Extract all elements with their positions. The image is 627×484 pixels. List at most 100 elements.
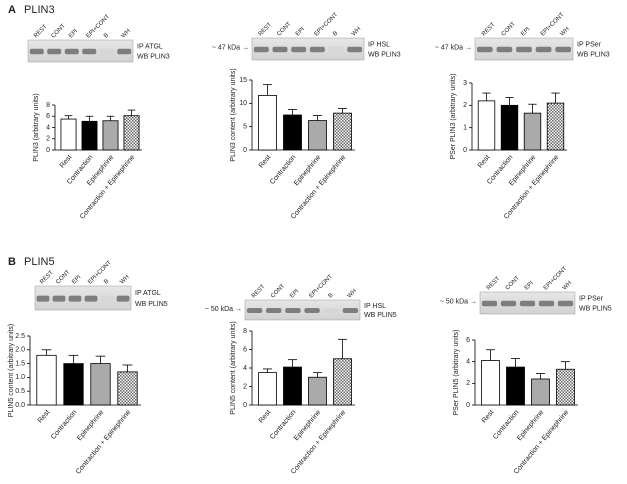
blot-band [36,295,50,302]
bar [556,368,575,406]
y-tick-label: 4 [46,124,50,131]
lane-label: B [328,292,335,299]
blot-band [68,295,82,302]
lane-label: REST [481,22,497,38]
blot-band [52,295,66,302]
panel-title: PLIN3 [24,4,55,16]
blot [27,39,134,63]
lane-label: REST [33,24,49,40]
y-tick-label: 2.5 [15,333,25,340]
panel-title: PLIN5 [24,256,55,268]
ip-label: IP PSer [579,295,604,302]
blot-band [246,308,263,313]
y-tick-label: 8 [46,102,50,109]
blot-band [555,46,572,53]
lane-label: B [332,30,339,37]
x-tick-label: Rest [481,409,496,425]
blot-band [557,300,574,307]
y-tick-label: 4 [243,365,247,372]
lane-label: REST [258,22,274,38]
panel-label: A [8,4,16,16]
y-tick-label: 3 [463,80,467,87]
wb-label: WB PLIN3 [577,51,610,58]
panel-label: B [8,256,16,268]
bar [333,112,352,151]
x-tick-label: Rest [37,409,52,425]
blot-band [516,46,532,53]
y-tick-label: 2 [46,136,50,143]
ip-label: IP ATGL [137,43,163,50]
y-tick-label: 0.5 [15,388,25,395]
lane-label: EPI [295,26,306,37]
kda-marker: ~ 47 kDa → [212,45,249,52]
wb-label: WB PLIN5 [579,305,612,312]
bar [531,378,550,406]
lane-label: CONT [51,23,67,39]
y-axis-label: PLIN5 content (arbitrary units) [230,321,237,414]
x-tick-label: Contraction [50,409,78,441]
y-tick-label: 8 [243,328,247,335]
y-axis-label: PLIN3 content (arbitrary units) [230,68,237,161]
blot-band [285,308,301,313]
blot-band [117,48,132,55]
bar [36,354,57,406]
x-tick-label: Contraction + Epinephrine [290,409,348,476]
y-tick-label: 1.5 [15,360,25,367]
lane-label: WH [347,288,358,299]
lane-label: EPI [520,26,531,37]
bar [333,358,352,406]
lane-label: B [103,278,110,285]
wb-label: WB PLIN3 [368,51,401,58]
blot-band [328,46,344,53]
lane-label: EPI [71,274,82,285]
y-tick-label: 2 [466,380,470,387]
blot-band [272,46,288,53]
x-tick-label: Rest [477,154,492,170]
y-tick-label: 0 [243,402,247,409]
y-tick-label: 15 [239,77,247,84]
blot-band [481,300,498,307]
bar [546,102,565,151]
blot-band [476,46,493,53]
bar [523,112,542,151]
blot-band [496,46,513,53]
lane-label: CONT [55,269,71,285]
y-tick-label: 2 [463,102,467,109]
blot-band [291,46,307,53]
blot-band [47,48,62,55]
wb-label: WB PLIN5 [364,312,397,319]
blot-band [309,46,325,53]
blot-band [519,300,536,307]
y-tick-label: 2.0 [15,347,25,354]
bar [500,104,519,151]
y-axis-label: PSer PLIN3 (arbitrary units) [450,74,457,160]
x-tick-label: Contraction + Epinephrine [290,154,348,221]
blot-band [84,295,98,302]
x-tick-label: Contraction + Epinephrine [75,409,133,476]
bar [123,115,140,151]
lane-label: EPI [289,288,300,299]
blot-band [99,48,114,55]
y-axis-label: PLIN5 content (arbitrary units) [8,324,15,417]
kda-marker: ~ 50 kDa → [205,306,242,313]
ip-label: IP ATGL [135,290,161,297]
y-tick-label: 10 [239,100,247,107]
y-axis-label: PSer PLIN5 (arbitrary units) [453,330,460,416]
x-tick-label: Rest [258,154,273,170]
lane-label: CONT [505,275,521,291]
y-tick-label: 6 [46,113,50,120]
blot-band [347,46,363,53]
bar [481,360,500,406]
blot-band [253,46,269,53]
blot-band [535,46,552,53]
blot-band [500,300,517,307]
x-tick-label: Epinephrine [76,409,105,442]
lane-label: WH [351,26,362,37]
lane-label: REST [39,270,55,286]
bar [117,371,138,406]
y-tick-label: 1 [463,125,467,132]
lane-label: WH [559,26,570,37]
lane-label: WH [562,280,573,291]
lane-label: CONT [276,21,292,37]
wb-label: WB PLIN5 [135,301,168,308]
